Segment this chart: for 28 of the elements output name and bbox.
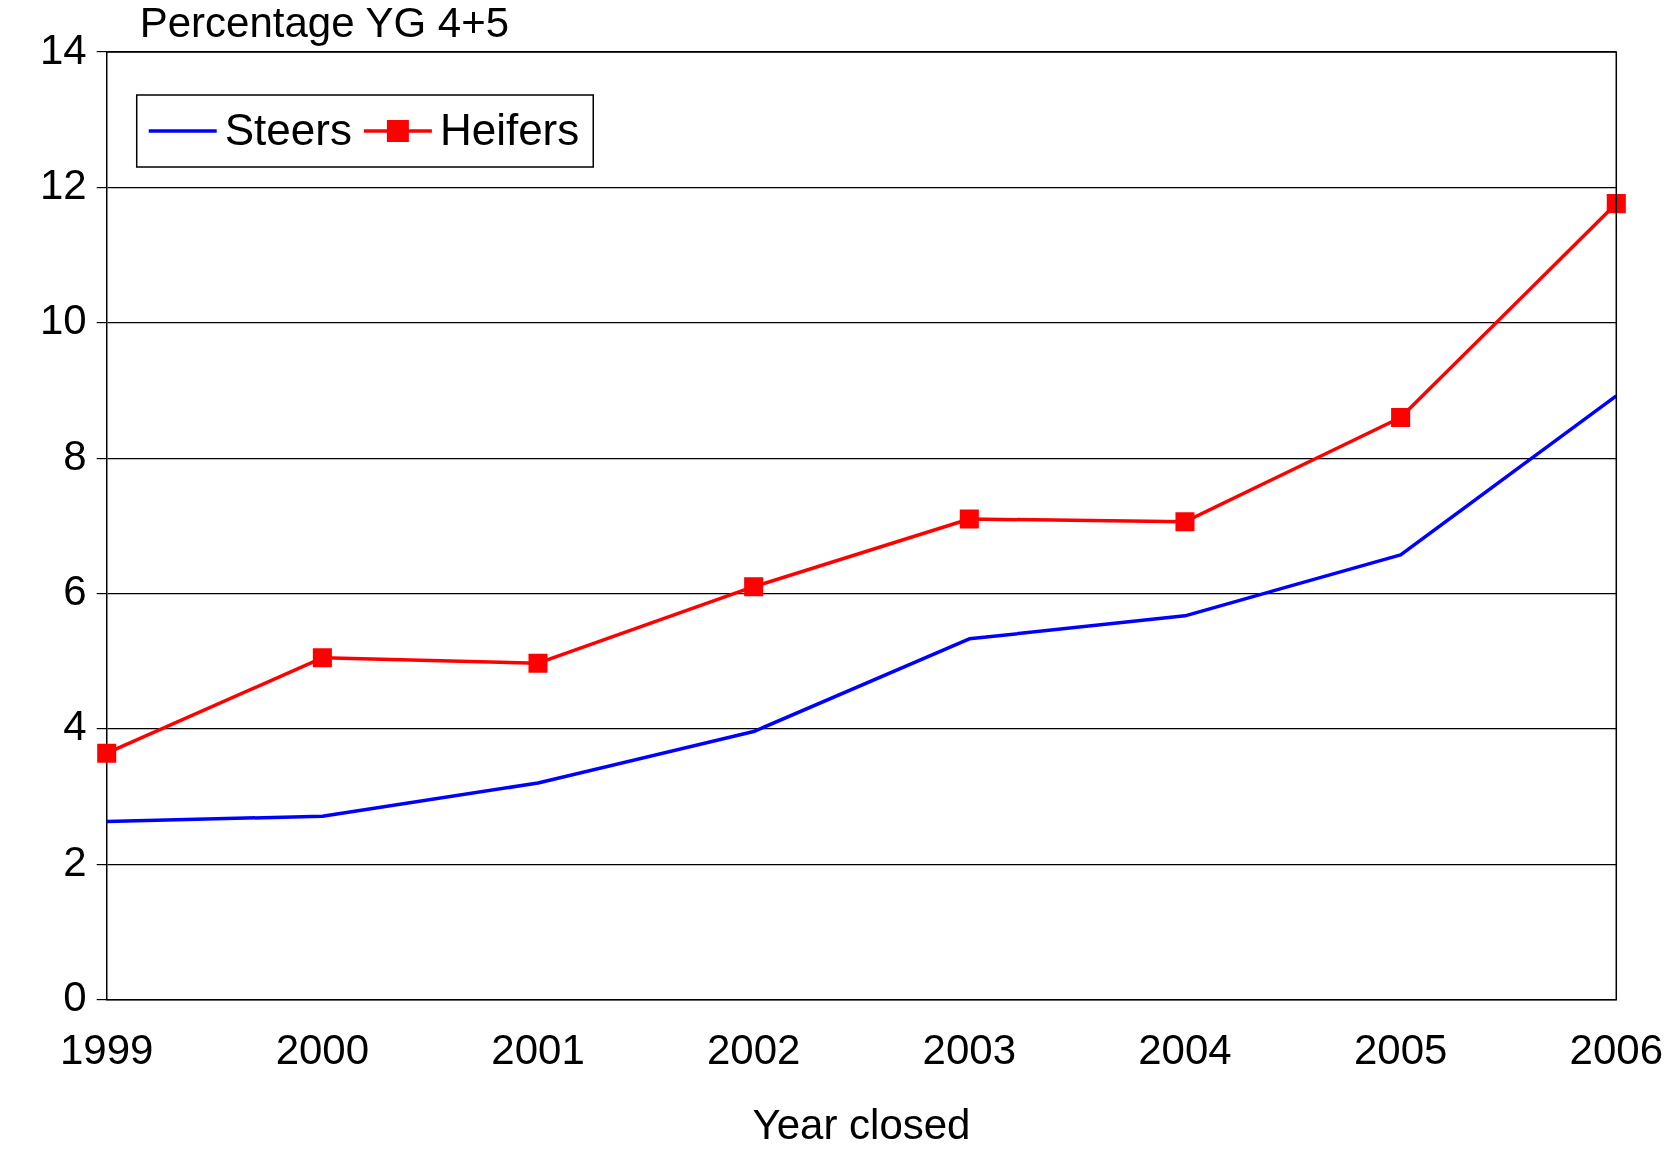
y-tick-label: 4 (63, 702, 87, 750)
y-tick-label: 2 (63, 837, 87, 885)
y-tick-label: 8 (63, 431, 87, 479)
point (1175, 512, 1195, 532)
x-tick-label: 2000 (275, 1026, 370, 1074)
y-tick-label: 0 (63, 973, 87, 1021)
legend-label: Heifers (439, 105, 580, 155)
legend-label: Steers (224, 105, 352, 155)
x-tick-label: 2002 (706, 1026, 801, 1074)
y-tick-label: 6 (63, 567, 87, 615)
y-tick-label: 10 (40, 296, 87, 344)
point (312, 648, 332, 668)
x-tick-label: 1999 (60, 1026, 154, 1074)
point (744, 577, 764, 597)
y-axis-title: Percentage YG 4+5 (139, 0, 510, 46)
point (959, 509, 979, 529)
point (1606, 194, 1626, 214)
point (97, 743, 117, 763)
y-tick-label: 12 (40, 160, 87, 208)
x-tick-label: 2004 (1138, 1026, 1232, 1074)
point (528, 653, 548, 673)
x-axis-title: Year closed (752, 1100, 971, 1148)
point (1391, 407, 1411, 428)
x-tick-label: 2005 (1353, 1026, 1448, 1074)
x-tick-label: 2003 (922, 1026, 1017, 1074)
x-tick-label: 2001 (491, 1026, 585, 1074)
x-tick-label: 2006 (1569, 1026, 1663, 1074)
y-tick-label: 14 (40, 25, 87, 73)
